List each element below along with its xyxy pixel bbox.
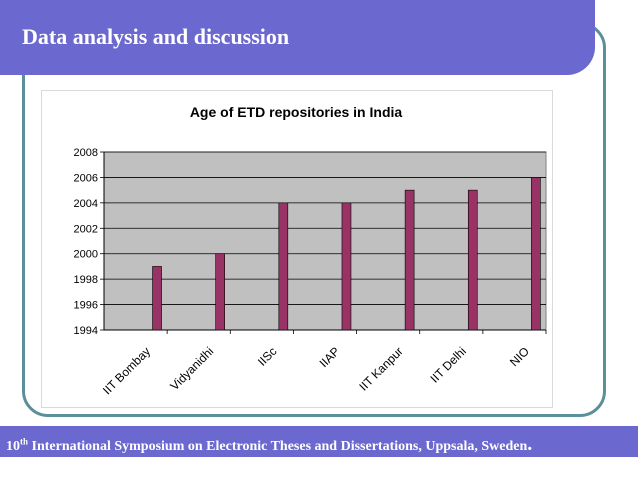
footer-text: 10th International Symposium on Electron… — [6, 433, 532, 456]
chart-area: Age of ETD repositories in India 1994 1996… — [41, 90, 553, 408]
bar — [152, 266, 162, 331]
footer-conference: International Symposium on Electronic Th… — [28, 439, 528, 454]
slide-title: Data analysis and discussion — [22, 24, 290, 49]
x-tick-label: NIO — [507, 344, 532, 369]
x-tick-label: IISc — [255, 344, 280, 369]
footer-bar — [0, 426, 638, 457]
bar — [404, 189, 415, 331]
footer-end-mark: . — [527, 433, 533, 455]
bar — [467, 189, 478, 331]
bar — [215, 253, 225, 331]
chart-title: Age of ETD repositories in India — [190, 104, 403, 120]
footer-ordinal: 10 — [6, 439, 20, 454]
x-tick-label: IIT Kanpur — [356, 344, 405, 393]
footer-ordinal-suffix: th — [20, 436, 29, 447]
x-tick-label: IIT Bombay — [100, 344, 153, 397]
y-tick-label: 2004 — [74, 198, 98, 210]
y-tick-label: 2008 — [74, 147, 98, 159]
title-bar — [0, 0, 595, 75]
x-tick-label: IIT Delhi — [428, 344, 469, 385]
bar-chart: Age of ETD repositories in India 1994 1996… — [74, 104, 547, 397]
bar — [341, 202, 352, 331]
y-tick-label: 2006 — [74, 172, 98, 184]
bar — [278, 202, 289, 331]
y-tick-label: 1998 — [74, 274, 98, 286]
bar — [531, 177, 541, 331]
x-tick-label: Vidyanidhi — [167, 344, 216, 393]
x-tick-label: IIAP — [317, 344, 343, 370]
y-tick-label: 1996 — [74, 300, 98, 312]
y-tick-label: 2000 — [74, 249, 98, 261]
y-tick-label: 2002 — [74, 223, 98, 235]
plot-area — [103, 151, 547, 331]
y-tick-label: 1994 — [74, 325, 98, 337]
